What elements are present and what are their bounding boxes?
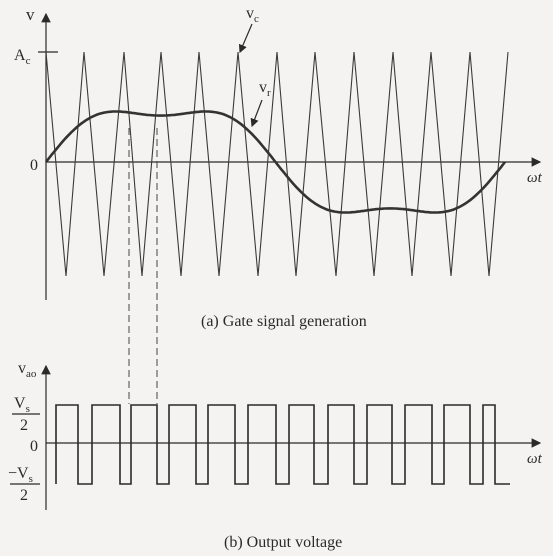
top-x-axis-label: ωt <box>527 170 543 186</box>
caption-a: (a) Gate signal generation <box>201 313 367 330</box>
reference-wave <box>44 110 507 214</box>
carrier-amplitude-label: Ac <box>14 47 31 67</box>
bottom-origin-label: 0 <box>30 438 38 455</box>
output-voltage-panel: vao Vs 2 0 −Vs 2 ωt (b) Output voltage <box>8 360 543 551</box>
output-pulse-train <box>55 404 510 485</box>
carrier-pointer <box>238 23 253 54</box>
pos-level-numerator: Vs <box>14 395 30 415</box>
reference-pointer <box>250 99 263 128</box>
bottom-x-axis-label: ωt <box>527 451 543 467</box>
carrier-wave <box>45 51 509 277</box>
top-y-axis-label: v <box>26 5 35 24</box>
pos-level-denominator: 2 <box>20 417 28 434</box>
gate-signal-panel: v Ac 0 ωt vc vr (a) Gate signal generati… <box>14 5 543 330</box>
top-origin-label: 0 <box>30 157 38 174</box>
caption-b: (b) Output voltage <box>224 534 342 551</box>
carrier-label: vc <box>246 5 259 25</box>
reference-label: vr <box>259 79 271 99</box>
neg-level-numerator: −Vs <box>8 465 33 485</box>
neg-level-denominator: 2 <box>20 487 28 504</box>
bottom-y-axis-label: vao <box>18 360 37 380</box>
carrier-triangle-path <box>45 51 509 277</box>
